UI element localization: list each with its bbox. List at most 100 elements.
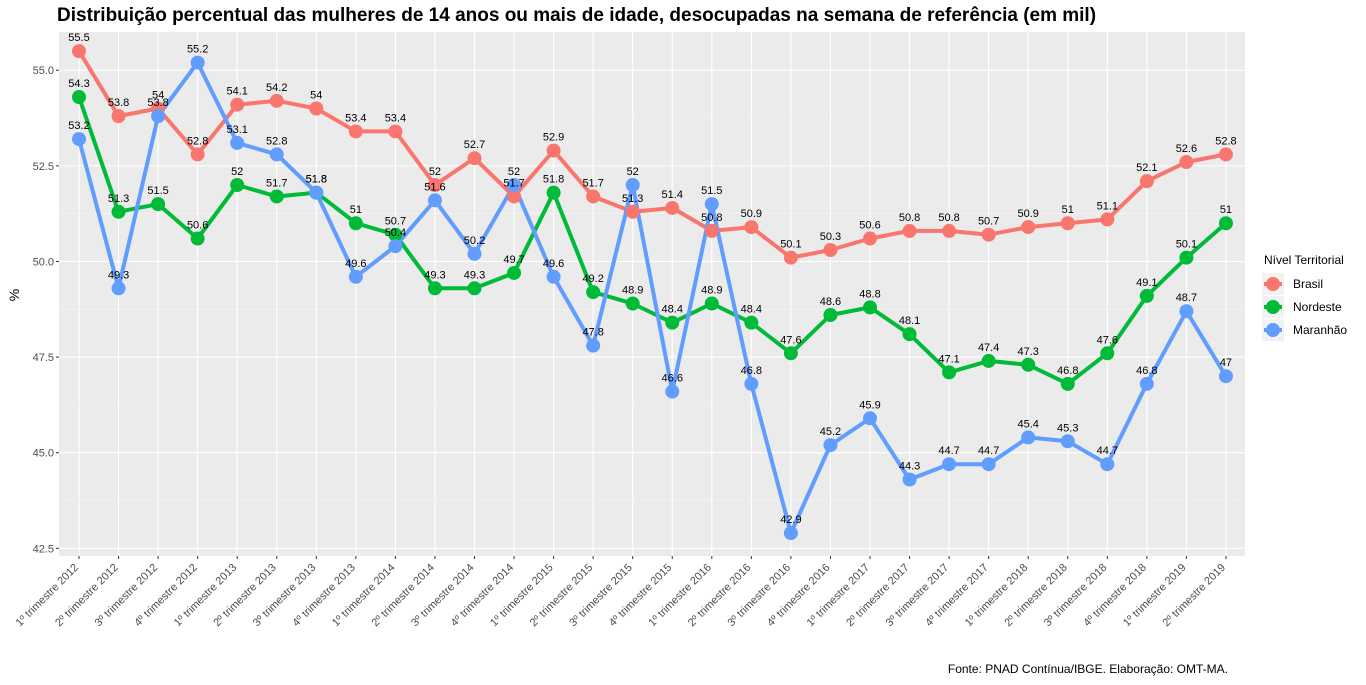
y-tick-label: 42.5 <box>33 543 54 555</box>
data-point <box>111 204 126 219</box>
data-label: 49.3 <box>108 269 129 281</box>
data-point <box>783 346 798 361</box>
data-point <box>744 315 759 330</box>
source-caption: Fonte: PNAD Contínua/IBGE. Elaboração: O… <box>947 662 1228 676</box>
data-point <box>863 411 877 426</box>
data-point <box>665 315 680 330</box>
data-label: 51.7 <box>582 177 603 189</box>
data-point <box>507 265 522 280</box>
data-label: 51.4 <box>662 189 683 201</box>
data-point <box>783 250 798 265</box>
data-label: 51.3 <box>108 193 129 205</box>
data-label: 47 <box>1220 357 1232 369</box>
data-point <box>348 124 363 139</box>
data-point <box>546 143 561 158</box>
data-point <box>72 132 86 147</box>
data-label: 48.8 <box>859 288 880 300</box>
data-point <box>1218 147 1233 162</box>
data-label: 50.7 <box>978 216 999 228</box>
data-label: 50.6 <box>859 220 880 232</box>
data-point <box>269 147 284 162</box>
data-label: 53.2 <box>68 120 89 132</box>
data-point <box>269 189 284 204</box>
data-label: 47.6 <box>1097 334 1118 346</box>
data-label: 46.8 <box>1136 365 1157 377</box>
data-label: 49.3 <box>464 269 485 281</box>
data-label: 53.8 <box>108 97 129 109</box>
data-label: 44.7 <box>978 445 999 457</box>
data-label: 52.1 <box>1136 162 1157 174</box>
data-label: 45.3 <box>1057 422 1078 434</box>
data-point <box>427 193 442 208</box>
data-label: 49.7 <box>503 254 524 266</box>
data-point <box>230 97 245 112</box>
data-label: 51.5 <box>701 185 722 197</box>
data-label: 54.3 <box>68 78 89 90</box>
data-point <box>863 231 877 246</box>
legend-title: Nível Territorial <box>1264 253 1344 267</box>
data-label: 54 <box>310 89 322 101</box>
data-label: 49.6 <box>345 258 366 270</box>
data-label: 46.8 <box>741 365 762 377</box>
data-point <box>388 239 403 254</box>
data-point <box>388 227 403 242</box>
data-label: 54 <box>152 89 164 101</box>
data-label: 49.3 <box>424 269 445 281</box>
data-point <box>665 200 680 215</box>
data-point <box>427 281 442 296</box>
data-point <box>823 438 838 453</box>
data-label: 48.4 <box>741 304 762 316</box>
data-point <box>823 308 838 323</box>
data-point <box>1021 357 1036 372</box>
data-label: 48.7 <box>1176 292 1197 304</box>
data-point <box>704 197 719 212</box>
data-label: 47.1 <box>938 353 959 365</box>
data-label: 52.8 <box>187 135 208 147</box>
data-point <box>1139 288 1154 303</box>
data-point <box>942 365 957 380</box>
data-label: 48.6 <box>820 296 841 308</box>
data-label: 50.1 <box>1176 239 1197 251</box>
data-label: 48.1 <box>899 315 920 327</box>
data-point <box>863 300 877 315</box>
data-point <box>467 151 482 166</box>
data-label: 50.8 <box>938 212 959 224</box>
data-point <box>348 269 363 284</box>
data-point <box>586 189 601 204</box>
data-point <box>388 124 403 139</box>
data-label: 51.3 <box>622 193 643 205</box>
data-label: 47.4 <box>978 342 999 354</box>
data-point <box>625 177 640 192</box>
legend-key-point <box>1266 277 1280 291</box>
data-label: 48.9 <box>622 285 643 297</box>
data-point <box>507 189 522 204</box>
data-point <box>1179 155 1194 170</box>
data-label: 51 <box>350 204 362 216</box>
data-point <box>1021 430 1036 445</box>
data-label: 50.4 <box>385 227 406 239</box>
legend-entry-label: Brasil <box>1293 277 1323 291</box>
data-point <box>348 216 363 231</box>
data-label: 45.9 <box>859 399 880 411</box>
data-point <box>1100 457 1115 472</box>
y-tick-label: 45.0 <box>33 448 54 460</box>
data-label: 50.2 <box>464 235 485 247</box>
data-point <box>942 223 957 238</box>
data-label: 53.4 <box>345 112 366 124</box>
data-point <box>269 93 284 108</box>
data-point <box>586 338 601 353</box>
data-label: 51.7 <box>503 177 524 189</box>
data-point <box>1139 174 1154 189</box>
data-label: 52.8 <box>1215 135 1236 147</box>
y-axis-title: % <box>6 289 22 301</box>
data-label: 44.7 <box>1097 445 1118 457</box>
data-point <box>546 269 561 284</box>
data-label: 49.6 <box>543 258 564 270</box>
data-label: 51.8 <box>543 174 564 186</box>
data-label: 50.6 <box>187 220 208 232</box>
data-label: 49.1 <box>1136 277 1157 289</box>
data-label: 52.8 <box>266 135 287 147</box>
